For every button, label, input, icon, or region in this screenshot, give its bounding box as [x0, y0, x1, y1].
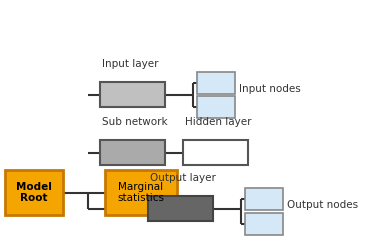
Text: Sub network: Sub network: [102, 117, 167, 127]
Text: Input nodes: Input nodes: [239, 84, 301, 94]
Text: Output nodes: Output nodes: [287, 200, 358, 210]
Bar: [245, 213, 283, 235]
Bar: [100, 140, 165, 165]
Bar: [5, 170, 63, 215]
Bar: [245, 188, 283, 210]
Text: Output layer: Output layer: [150, 173, 216, 183]
Text: Input layer: Input layer: [102, 59, 159, 69]
Text: Hidden layer: Hidden layer: [185, 117, 251, 127]
Bar: [100, 82, 165, 107]
Bar: [105, 170, 177, 215]
Text: Marginal
statistics: Marginal statistics: [117, 182, 164, 203]
Bar: [197, 96, 235, 118]
Bar: [197, 72, 235, 94]
Bar: [183, 140, 248, 165]
Bar: [148, 196, 213, 221]
Text: Model
Root: Model Root: [16, 182, 52, 203]
